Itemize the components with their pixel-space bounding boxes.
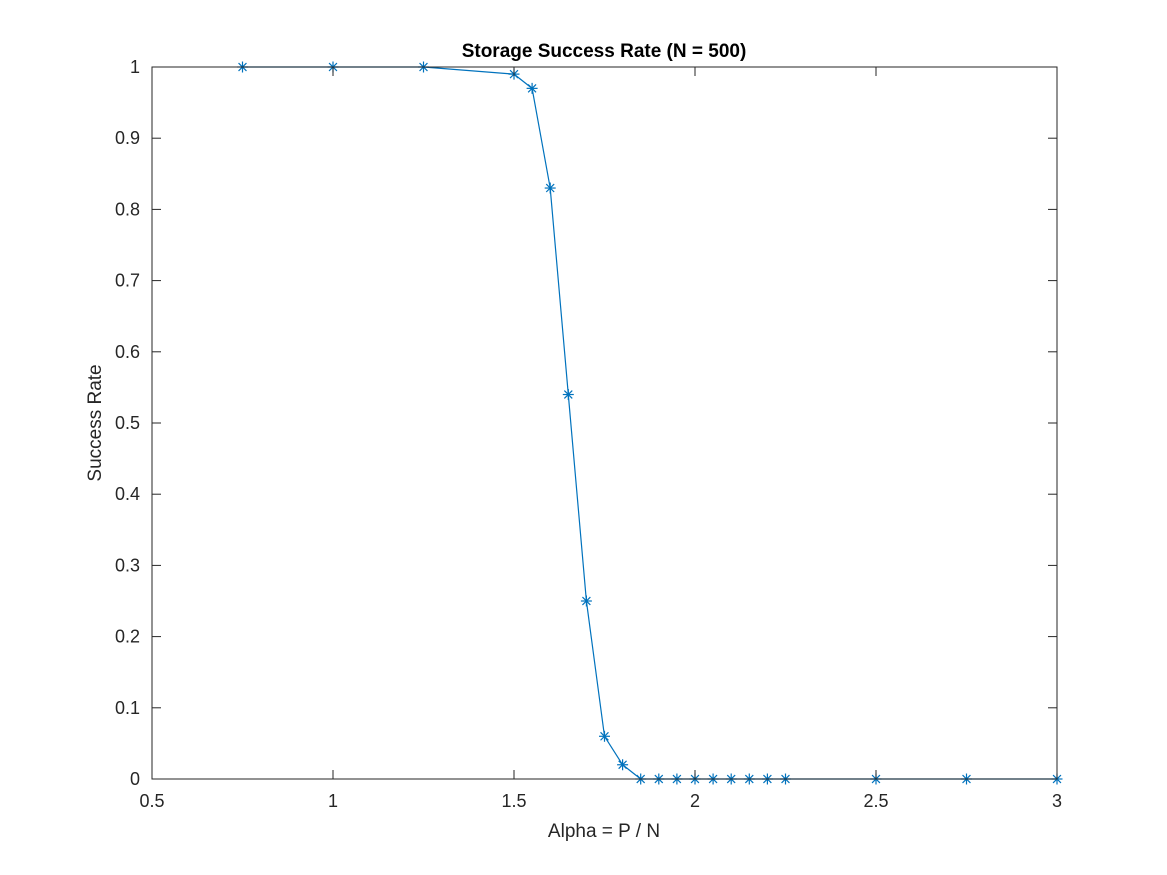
data-point-marker bbox=[544, 182, 556, 194]
x-axis-label: Alpha = P / N bbox=[548, 821, 660, 842]
ticks-layer bbox=[151, 66, 1058, 780]
data-point-marker bbox=[526, 82, 538, 94]
data-point-marker bbox=[562, 389, 574, 401]
marker-stroke bbox=[563, 390, 573, 399]
marker-stroke bbox=[618, 760, 627, 770]
y-tick-label: 0.3 bbox=[115, 555, 140, 575]
data-point-marker bbox=[617, 759, 629, 771]
x-tick-label: 3 bbox=[1052, 791, 1062, 811]
chart-title: Storage Success Rate (N = 500) bbox=[462, 41, 747, 62]
y-tick-label: 0.2 bbox=[115, 627, 140, 647]
x-tick-label: 0.5 bbox=[139, 791, 164, 811]
y-tick-label: 0.7 bbox=[115, 271, 140, 291]
y-tick-label: 1 bbox=[130, 57, 140, 77]
y-tick-label: 0.1 bbox=[115, 698, 140, 718]
y-tick-label: 0.4 bbox=[115, 484, 140, 504]
x-tick-label: 1.5 bbox=[501, 791, 526, 811]
x-tick-label: 2.5 bbox=[863, 791, 888, 811]
marker-stroke bbox=[545, 183, 555, 193]
x-tick-label: 2 bbox=[690, 791, 700, 811]
tick-labels-layer: 0.5 1 1.5 2 2.5 3 0 0.1 0.2 0.3 0.4 0.5 0.6 0.7 0.8 0.9… bbox=[115, 57, 1062, 811]
y-tick-label: 0.5 bbox=[115, 413, 140, 433]
x-tick-label: 1 bbox=[328, 791, 338, 811]
marker-stroke bbox=[600, 731, 609, 741]
marker-stroke bbox=[527, 83, 537, 93]
plot-area-background bbox=[152, 67, 1057, 779]
data-point-marker bbox=[580, 595, 592, 607]
y-tick-label: 0.9 bbox=[115, 128, 140, 148]
data-point-marker bbox=[599, 730, 610, 742]
y-axis-label: Success Rate bbox=[85, 364, 106, 481]
marker-stroke bbox=[582, 596, 591, 606]
y-tick-label: 0.6 bbox=[115, 342, 140, 362]
y-tick-label: 0.8 bbox=[115, 199, 140, 219]
y-tick-label: 0 bbox=[130, 769, 140, 789]
